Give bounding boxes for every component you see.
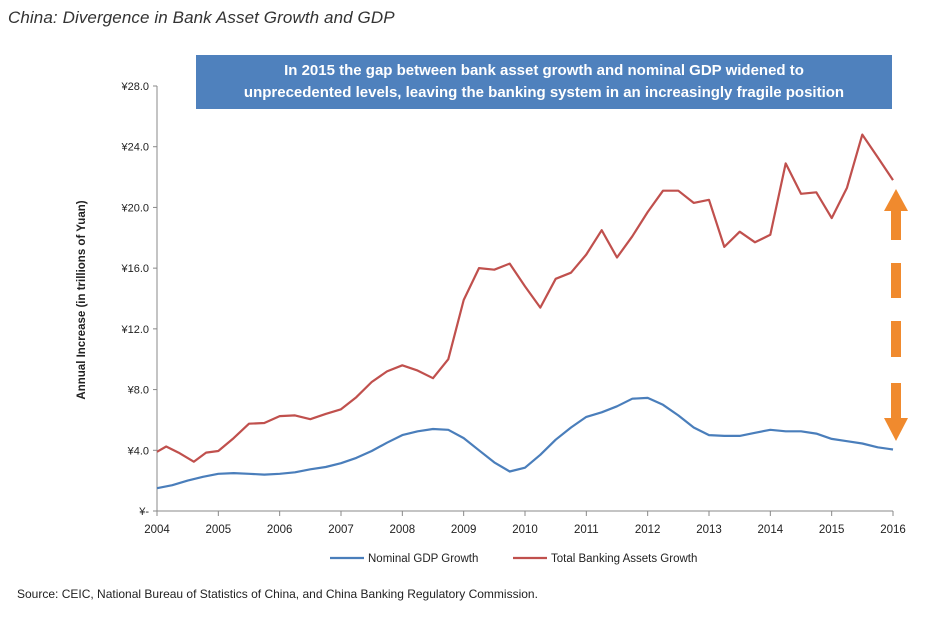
x-tick-label: 2009 <box>451 524 477 536</box>
chart-title: China: Divergence in Bank Asset Growth a… <box>8 8 395 27</box>
callout-line-1: In 2015 the gap between bank asset growt… <box>284 62 804 79</box>
arrow-dash <box>891 211 901 240</box>
legend-label: Nominal GDP Growth <box>368 553 478 565</box>
series-line-nominal-gdp-growth <box>156 396 894 490</box>
x-tick-label: 2006 <box>267 524 293 536</box>
arrow-dash <box>891 263 901 298</box>
y-tick-label: ¥16.0 <box>120 263 149 275</box>
chart-axes: ¥- ¥4.0 ¥8.0 ¥12.0 ¥16.0 ¥20.0 ¥24.0 ¥28.0 2004 2… <box>120 81 905 536</box>
chart-legend: Nominal GDP Growth Total Banking Assets G… <box>330 553 697 565</box>
x-tick-label: 2015 <box>819 524 845 536</box>
x-tick-label: 2016 <box>880 524 906 536</box>
y-tick-label: ¥8.0 <box>127 385 149 397</box>
x-tick-label: 2012 <box>635 524 661 536</box>
x-tick-label: 2013 <box>696 524 722 536</box>
y-tick-label: ¥- <box>138 506 149 518</box>
arrow-dash <box>891 383 901 418</box>
arrow-head-up <box>884 189 908 211</box>
y-tick-label: ¥28.0 <box>120 81 149 93</box>
x-tick-label: 2010 <box>512 524 538 536</box>
x-tick-label: 2004 <box>144 524 170 536</box>
x-tick-label: 2008 <box>390 524 416 536</box>
callout-box: In 2015 the gap between bank asset growt… <box>196 55 892 109</box>
y-axis-label: Annual Increase (in trillions of Yuan) <box>76 200 88 399</box>
arrow-dash <box>891 321 901 357</box>
callout-line-2: unprecedented levels, leaving the bankin… <box>243 84 845 101</box>
x-tick-label: 2011 <box>574 524 599 536</box>
y-tick-label: ¥20.0 <box>120 202 149 214</box>
x-tick-label: 2007 <box>328 524 354 536</box>
arrow-head-down <box>884 418 908 441</box>
y-tick-label: ¥4.0 <box>127 445 149 457</box>
source-note: Source: CEIC, National Bureau of Statist… <box>17 587 538 601</box>
x-tick-label: 2005 <box>206 524 232 536</box>
y-tick-label: ¥12.0 <box>120 324 149 336</box>
x-tick-label: 2014 <box>758 524 784 536</box>
series-line-total-banking-assets-growth <box>156 133 894 463</box>
chart-series <box>156 133 894 490</box>
legend-label: Total Banking Assets Growth <box>551 553 697 565</box>
y-tick-label: ¥24.0 <box>120 142 149 154</box>
gap-arrow-icon <box>884 189 908 441</box>
